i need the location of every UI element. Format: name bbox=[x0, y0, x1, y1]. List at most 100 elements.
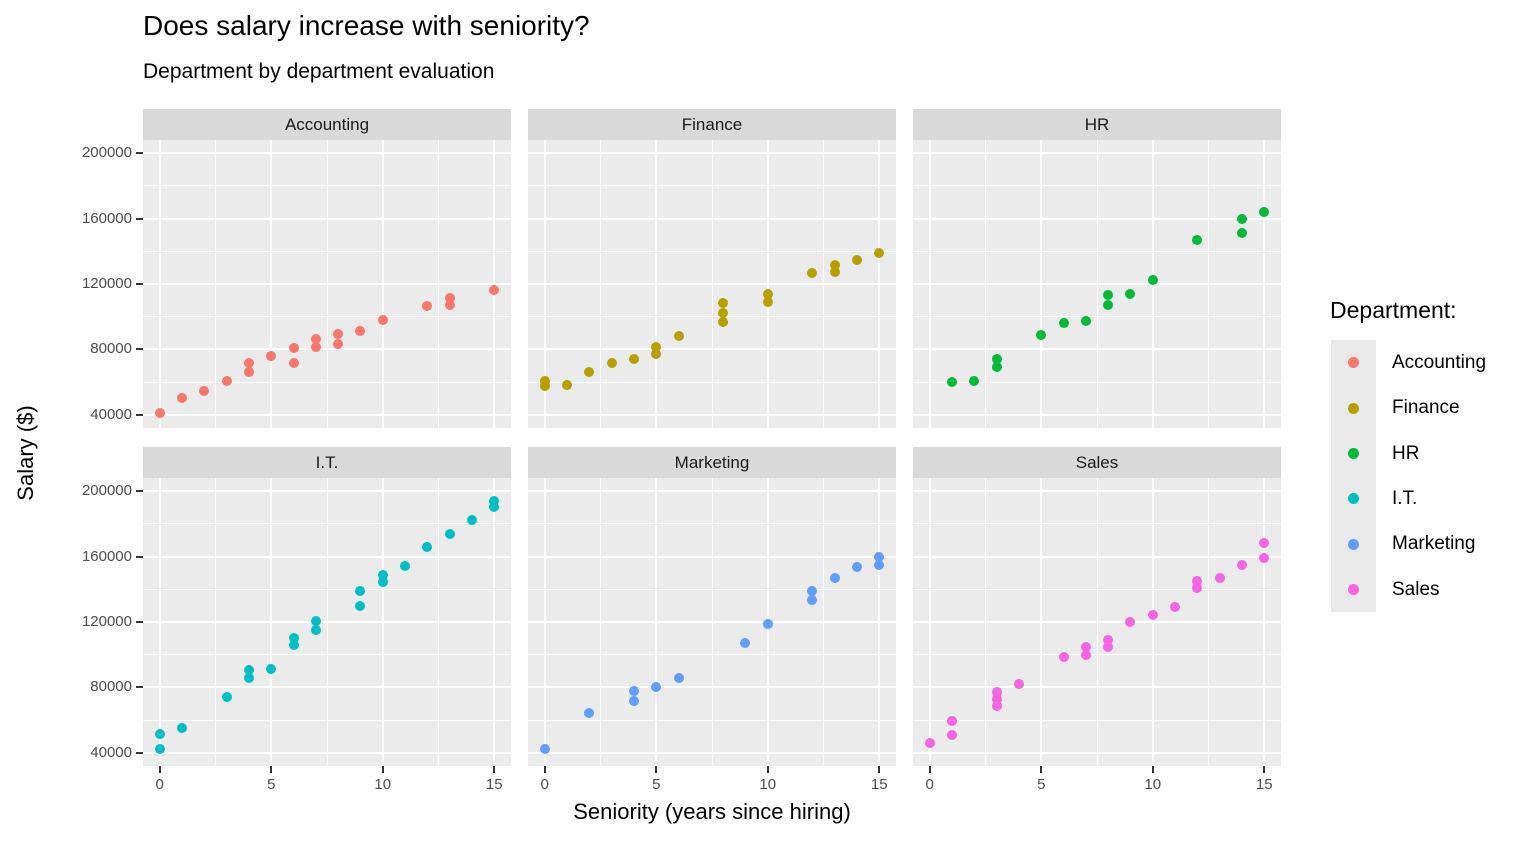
x-axis-tick bbox=[1040, 766, 1043, 773]
gridline-minor-y bbox=[913, 588, 1281, 590]
data-point bbox=[539, 743, 550, 754]
data-point bbox=[1080, 641, 1091, 652]
chart-subtitle: Department by department evaluation bbox=[143, 60, 495, 83]
x-tick-label: 15 bbox=[1255, 776, 1273, 793]
gridline-minor-y bbox=[143, 185, 511, 187]
gridline-major-y bbox=[528, 283, 896, 285]
gridline-major-y bbox=[913, 283, 1281, 285]
data-point bbox=[762, 618, 773, 629]
y-tick-label: 120000 bbox=[81, 613, 132, 630]
x-tick-label: 0 bbox=[925, 776, 934, 793]
data-point bbox=[1080, 649, 1091, 660]
data-point bbox=[947, 729, 958, 740]
gridline-minor-y bbox=[913, 381, 1281, 383]
data-point bbox=[199, 386, 210, 397]
facet-strip-finance: Finance bbox=[528, 109, 896, 140]
y-axis-tick bbox=[136, 555, 143, 558]
data-point bbox=[154, 743, 165, 754]
x-axis-tick bbox=[766, 766, 769, 773]
x-tick-label: 15 bbox=[485, 776, 503, 793]
x-axis-tick bbox=[878, 766, 881, 773]
gridline-minor-y bbox=[528, 185, 896, 187]
legend-label-finance: Finance bbox=[1392, 397, 1460, 419]
data-point bbox=[377, 315, 388, 325]
data-point bbox=[829, 572, 840, 583]
y-axis-tick bbox=[136, 413, 143, 416]
data-point bbox=[1259, 207, 1270, 217]
y-tick-label: 160000 bbox=[81, 547, 132, 565]
data-point bbox=[444, 292, 455, 303]
data-point bbox=[1125, 617, 1136, 627]
data-point bbox=[651, 342, 662, 352]
x-axis-title: Seniority (years since hiring) bbox=[573, 799, 851, 824]
legend-dot-hr bbox=[1348, 448, 1359, 459]
data-point bbox=[991, 686, 1002, 697]
y-tick-label: 200000 bbox=[81, 144, 132, 162]
x-axis-tick bbox=[381, 766, 384, 773]
data-point bbox=[377, 576, 388, 587]
gridline-minor-y bbox=[143, 523, 511, 525]
legend-title: Department: bbox=[1330, 297, 1457, 323]
gridline-major-y bbox=[143, 152, 511, 155]
data-point bbox=[874, 559, 885, 570]
legend-dot-sales bbox=[1348, 584, 1359, 596]
gridline-major-y bbox=[528, 348, 896, 351]
data-point bbox=[807, 594, 818, 605]
gridline-major-y bbox=[913, 686, 1281, 689]
y-axis-tick bbox=[136, 751, 143, 754]
legend-label-marketing: Marketing bbox=[1392, 533, 1476, 555]
data-point bbox=[288, 633, 299, 644]
data-point bbox=[355, 585, 366, 596]
gridline-minor-y bbox=[528, 719, 896, 721]
data-point bbox=[1103, 300, 1114, 311]
y-tick-label: 200000 bbox=[81, 482, 132, 500]
data-point bbox=[1236, 214, 1247, 225]
gridline-major-y bbox=[143, 348, 511, 351]
data-point bbox=[1259, 537, 1270, 548]
legend-label-it: I.T. bbox=[1392, 487, 1418, 509]
x-tick-label: 5 bbox=[267, 776, 276, 793]
gridline-minor-y bbox=[143, 588, 511, 590]
facet-panel-hr bbox=[913, 140, 1281, 428]
data-point bbox=[266, 351, 277, 361]
data-point bbox=[584, 367, 595, 378]
gridline-minor-y bbox=[913, 523, 1281, 525]
data-point bbox=[718, 307, 729, 318]
gridline-major-y bbox=[143, 490, 511, 493]
data-point bbox=[154, 729, 165, 740]
y-tick-label: 80000 bbox=[90, 340, 132, 358]
x-tick-label: 10 bbox=[1144, 776, 1162, 793]
gridline-minor-y bbox=[913, 316, 1281, 318]
gridline-minor-y bbox=[528, 588, 896, 590]
data-point bbox=[1080, 315, 1091, 326]
data-point bbox=[991, 701, 1002, 712]
data-point bbox=[673, 331, 684, 342]
data-point bbox=[310, 342, 321, 352]
x-tick-label: 5 bbox=[652, 776, 661, 793]
data-point bbox=[762, 297, 773, 307]
data-point bbox=[288, 357, 299, 368]
data-point bbox=[969, 375, 980, 386]
gridline-major-y bbox=[528, 152, 896, 155]
legend-label-sales: Sales bbox=[1392, 578, 1440, 600]
x-tick-label: 0 bbox=[155, 776, 164, 793]
data-point bbox=[762, 288, 773, 299]
data-point bbox=[489, 501, 500, 512]
gridline-major-y bbox=[913, 413, 1281, 416]
data-point bbox=[489, 495, 500, 506]
gridline-minor-y bbox=[913, 250, 1281, 252]
gridline-major-y bbox=[913, 217, 1281, 220]
facet-strip-accounting: Accounting bbox=[143, 109, 511, 140]
data-point bbox=[947, 716, 958, 726]
data-point bbox=[466, 514, 477, 525]
facet-strip-label: Marketing bbox=[674, 452, 750, 472]
legend-label-accounting: Accounting bbox=[1392, 351, 1487, 373]
gridline-minor-y bbox=[528, 316, 896, 318]
data-point bbox=[628, 354, 639, 365]
data-point bbox=[851, 562, 862, 573]
data-point bbox=[422, 541, 433, 552]
data-point bbox=[333, 338, 344, 349]
data-point bbox=[243, 672, 254, 683]
data-point bbox=[1058, 318, 1069, 329]
gridline-minor-y bbox=[913, 719, 1281, 721]
